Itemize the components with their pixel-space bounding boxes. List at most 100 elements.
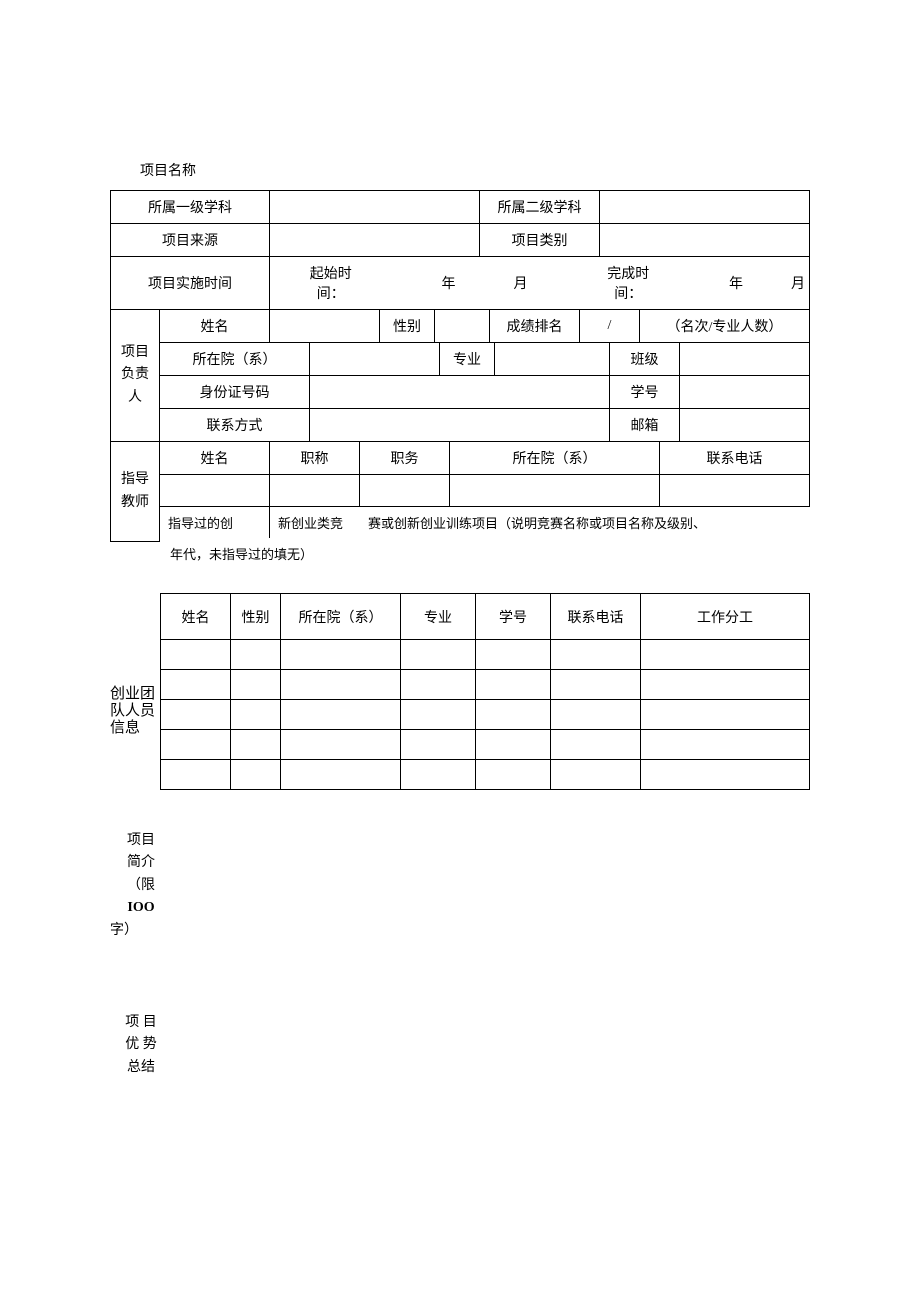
leader-email-value[interactable] xyxy=(680,409,810,442)
discipline1-value[interactable] xyxy=(270,190,480,224)
advisor-note-rest: 赛或创新创业训练项目（说明竞赛名称或项目名称及级别、 xyxy=(360,507,810,538)
discipline1-label: 所属一级学科 xyxy=(110,190,270,224)
leader-gender-value[interactable] xyxy=(435,310,490,343)
table-cell[interactable] xyxy=(281,730,401,760)
advantage-label: 项 目 优 势 总结 xyxy=(116,1012,166,1079)
discipline2-value[interactable] xyxy=(600,190,810,224)
discipline2-label: 所属二级学科 xyxy=(480,190,600,224)
leader-major-label: 专业 xyxy=(440,343,495,376)
table-cell[interactable] xyxy=(551,760,641,790)
table-cell[interactable] xyxy=(161,700,231,730)
leader-email-label: 邮箱 xyxy=(610,409,680,442)
table-cell[interactable] xyxy=(641,700,810,730)
leader-contact-label: 联系方式 xyxy=(160,409,310,442)
year-unit2: 年 xyxy=(729,273,743,293)
month-unit: 月 xyxy=(514,273,528,293)
leader-rank-label: 成绩排名 xyxy=(490,310,580,343)
intro-label: 项目 简介 （限 IOO 字） xyxy=(116,830,166,942)
table-cell[interactable] xyxy=(231,700,281,730)
table-cell[interactable] xyxy=(641,640,810,670)
month-unit2: 月 xyxy=(791,273,805,293)
table-cell[interactable] xyxy=(551,640,641,670)
advisor-phone-value[interactable] xyxy=(660,475,810,507)
source-value[interactable] xyxy=(270,224,480,257)
table-cell[interactable] xyxy=(401,700,476,730)
advisor-duty-value[interactable] xyxy=(360,475,450,507)
project-name-label: 项目名称 xyxy=(110,160,810,180)
table-cell[interactable] xyxy=(231,730,281,760)
time-value-row: 起始时间： 年 月 完成时间： 年 月 xyxy=(270,257,810,310)
end-label: 完成时间： xyxy=(596,263,662,303)
table-cell[interactable] xyxy=(401,640,476,670)
category-label: 项目类别 xyxy=(480,224,600,257)
leader-major-value[interactable] xyxy=(495,343,610,376)
leader-rank-value[interactable]: / xyxy=(580,310,640,343)
team-header-row: 姓名 性别 所在院（系） 专业 学号 联系电话 工作分工 xyxy=(161,594,810,640)
leader-dept-label: 所在院（系） xyxy=(160,343,310,376)
leader-name-label: 姓名 xyxy=(160,310,270,343)
table-cell[interactable] xyxy=(161,760,231,790)
source-label: 项目来源 xyxy=(110,224,270,257)
table-cell[interactable] xyxy=(281,640,401,670)
advisor-note-mid: 新创业类竞 xyxy=(270,507,360,538)
project-advantage-section: 项 目 优 势 总结 xyxy=(116,1012,810,1079)
team-col-work: 工作分工 xyxy=(641,594,810,640)
start-label: 起始时间： xyxy=(298,263,364,303)
leader-contact-value[interactable] xyxy=(310,409,610,442)
table-cell[interactable] xyxy=(161,640,231,670)
team-col-name: 姓名 xyxy=(161,594,231,640)
table-row xyxy=(161,640,810,670)
table-cell[interactable] xyxy=(641,730,810,760)
table-cell[interactable] xyxy=(551,700,641,730)
leader-class-value[interactable] xyxy=(680,343,810,376)
table-cell[interactable] xyxy=(161,670,231,700)
table-cell[interactable] xyxy=(641,670,810,700)
advisor-name-label: 姓名 xyxy=(160,442,270,475)
project-intro-section: 项目 简介 （限 IOO 字） xyxy=(116,830,810,942)
leader-name-value[interactable] xyxy=(270,310,380,343)
table-cell[interactable] xyxy=(551,730,641,760)
table-cell[interactable] xyxy=(476,730,551,760)
table-row xyxy=(161,730,810,760)
table-cell[interactable] xyxy=(401,670,476,700)
table-row xyxy=(161,760,810,790)
table-cell[interactable] xyxy=(281,700,401,730)
leader-class-label: 班级 xyxy=(610,343,680,376)
table-cell[interactable] xyxy=(476,760,551,790)
advisor-dept-label: 所在院（系） xyxy=(450,442,660,475)
table-cell[interactable] xyxy=(641,760,810,790)
leader-studentno-label: 学号 xyxy=(610,376,680,409)
table-cell[interactable] xyxy=(401,760,476,790)
team-section-label: 创业团队人员信息 xyxy=(110,593,160,790)
table-cell[interactable] xyxy=(401,730,476,760)
table-cell[interactable] xyxy=(476,700,551,730)
table-cell[interactable] xyxy=(281,760,401,790)
table-cell[interactable] xyxy=(476,640,551,670)
table-cell[interactable] xyxy=(476,670,551,700)
advisor-title-label: 职称 xyxy=(270,442,360,475)
team-col-major: 专业 xyxy=(401,594,476,640)
team-col-sno: 学号 xyxy=(476,594,551,640)
leader-studentno-value[interactable] xyxy=(680,376,810,409)
advisor-section-label: 指导教师 xyxy=(110,442,160,542)
table-cell[interactable] xyxy=(231,670,281,700)
advisor-note-prefix: 指导过的创 xyxy=(160,507,270,538)
advisor-duty-label: 职务 xyxy=(360,442,450,475)
leader-rank-note: （名次/专业人数） xyxy=(640,310,810,343)
team-col-phone: 联系电话 xyxy=(551,594,641,640)
category-value[interactable] xyxy=(600,224,810,257)
table-cell[interactable] xyxy=(281,670,401,700)
team-col-dept: 所在院（系） xyxy=(281,594,401,640)
table-cell[interactable] xyxy=(231,640,281,670)
leader-id-label: 身份证号码 xyxy=(160,376,310,409)
leader-dept-value[interactable] xyxy=(310,343,440,376)
advisor-dept-value[interactable] xyxy=(450,475,660,507)
leader-id-value[interactable] xyxy=(310,376,610,409)
table-cell[interactable] xyxy=(161,730,231,760)
table-row xyxy=(161,700,810,730)
table-cell[interactable] xyxy=(231,760,281,790)
team-col-gender: 性别 xyxy=(231,594,281,640)
table-cell[interactable] xyxy=(551,670,641,700)
advisor-name-value[interactable] xyxy=(160,475,270,507)
advisor-title-value[interactable] xyxy=(270,475,360,507)
